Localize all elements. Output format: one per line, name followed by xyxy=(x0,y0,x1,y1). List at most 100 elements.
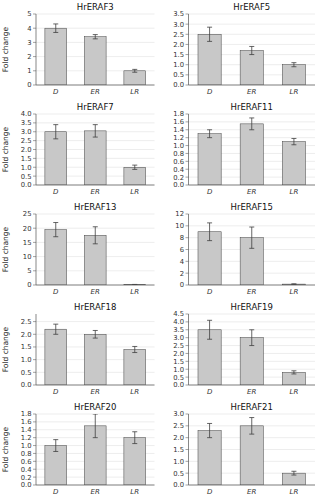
y-tick xyxy=(33,114,36,115)
grid-line xyxy=(189,114,316,115)
y-axis xyxy=(188,214,189,285)
y-tick xyxy=(186,485,189,486)
bars xyxy=(198,118,306,185)
error-bar xyxy=(249,227,254,248)
subplot: 012345DERLRHrERAF3Fold change xyxy=(1,2,155,96)
y-tick-label: 0.5 xyxy=(173,374,184,382)
grid-line xyxy=(189,321,316,322)
y-tick xyxy=(186,24,189,25)
y-tick-label: 4 xyxy=(27,25,31,33)
y-tick-label: 1.0 xyxy=(21,442,32,450)
error-bar xyxy=(53,223,58,237)
y-tick xyxy=(186,261,189,262)
x-tick-label: D xyxy=(53,488,59,496)
bar xyxy=(282,142,305,185)
y-tick xyxy=(33,453,36,454)
y-tick xyxy=(33,285,36,286)
y-tick xyxy=(33,372,36,373)
error-bar xyxy=(207,27,212,41)
x-tick-label: ER xyxy=(91,88,100,96)
y-tick xyxy=(186,361,189,362)
grid-line xyxy=(36,122,155,123)
grid-line xyxy=(189,24,316,25)
y-tick xyxy=(33,122,36,123)
title: HrERAF11 xyxy=(231,102,273,112)
bars xyxy=(198,418,306,485)
x-tick-label: ER xyxy=(247,288,256,296)
y-tick xyxy=(33,85,36,86)
y-tick xyxy=(186,169,189,170)
y-tick xyxy=(186,153,189,154)
x-tick-label: LR xyxy=(290,288,299,296)
bar xyxy=(282,372,305,385)
error-bar xyxy=(291,371,296,374)
y-tick-label: 6 xyxy=(180,246,184,254)
x-tick-label: LR xyxy=(130,288,139,296)
y-tick xyxy=(186,345,189,346)
y-tick xyxy=(33,185,36,186)
bar xyxy=(282,473,305,485)
y-axis xyxy=(188,114,189,185)
bars xyxy=(198,27,306,85)
error-bar xyxy=(249,330,254,346)
bar xyxy=(45,230,67,285)
y-tick xyxy=(186,44,189,45)
y-axis xyxy=(36,414,37,485)
bar xyxy=(240,124,263,185)
title: HrERAF15 xyxy=(231,202,273,212)
y-tick-label: 20 xyxy=(23,225,32,233)
y-tick xyxy=(186,64,189,65)
subplot: 0.00.51.01.52.02.53.0DERLRHrERAF21 xyxy=(173,402,315,496)
y-tick-label: 1.5 xyxy=(21,343,32,351)
y-tick xyxy=(33,70,36,71)
y-tick-label: 0.4 xyxy=(21,466,32,474)
y-tick xyxy=(33,149,36,150)
bar xyxy=(45,28,67,85)
x-tick-label: LR xyxy=(290,188,299,196)
title: HrERAF19 xyxy=(231,302,273,312)
y-tick xyxy=(33,346,36,347)
bar xyxy=(240,426,263,485)
y-tick-label: 2.0 xyxy=(173,41,184,49)
y-tick-label: 0.0 xyxy=(173,81,184,89)
error-bar xyxy=(53,440,58,452)
y-tick xyxy=(33,421,36,422)
y-tick xyxy=(186,329,189,330)
y-tick xyxy=(186,129,189,130)
x-tick-label: LR xyxy=(290,388,299,396)
grid-line xyxy=(36,321,155,322)
y-tick-label: 0.5 xyxy=(173,71,184,79)
y-axis-label: Fold change xyxy=(1,426,10,472)
y-tick-label: 4.5 xyxy=(173,310,184,318)
y-tick-label: 3.0 xyxy=(21,128,32,136)
x-tick-label: D xyxy=(207,488,213,496)
y-tick xyxy=(186,369,189,370)
x-tick-label: D xyxy=(53,188,59,196)
y-tick-label: 3.0 xyxy=(173,334,184,342)
y-tick xyxy=(33,167,36,168)
y-tick xyxy=(186,14,189,15)
x-axis xyxy=(189,385,316,386)
grid-line xyxy=(36,85,155,86)
y-tick-label: 5 xyxy=(27,10,31,18)
y-axis xyxy=(36,14,37,85)
title: HrERAF20 xyxy=(74,402,116,412)
y-tick xyxy=(186,237,189,238)
y-tick xyxy=(33,477,36,478)
y-tick xyxy=(33,14,36,15)
y-tick xyxy=(33,437,36,438)
y-tick-label: 3.5 xyxy=(173,326,184,334)
y-tick-label: 2.5 xyxy=(173,422,184,430)
error-bar xyxy=(291,471,296,475)
y-tick xyxy=(186,285,189,286)
y-tick-label: 1.4 xyxy=(173,126,184,134)
y-tick-label: 0.0 xyxy=(173,181,184,189)
bar xyxy=(45,446,67,485)
y-tick xyxy=(186,377,189,378)
bars xyxy=(45,223,146,285)
error-bar xyxy=(249,46,254,54)
y-tick-label: 4 xyxy=(180,258,184,266)
x-tick-label: LR xyxy=(130,188,139,196)
y-tick xyxy=(186,449,189,450)
x-tick-label: D xyxy=(53,88,59,96)
